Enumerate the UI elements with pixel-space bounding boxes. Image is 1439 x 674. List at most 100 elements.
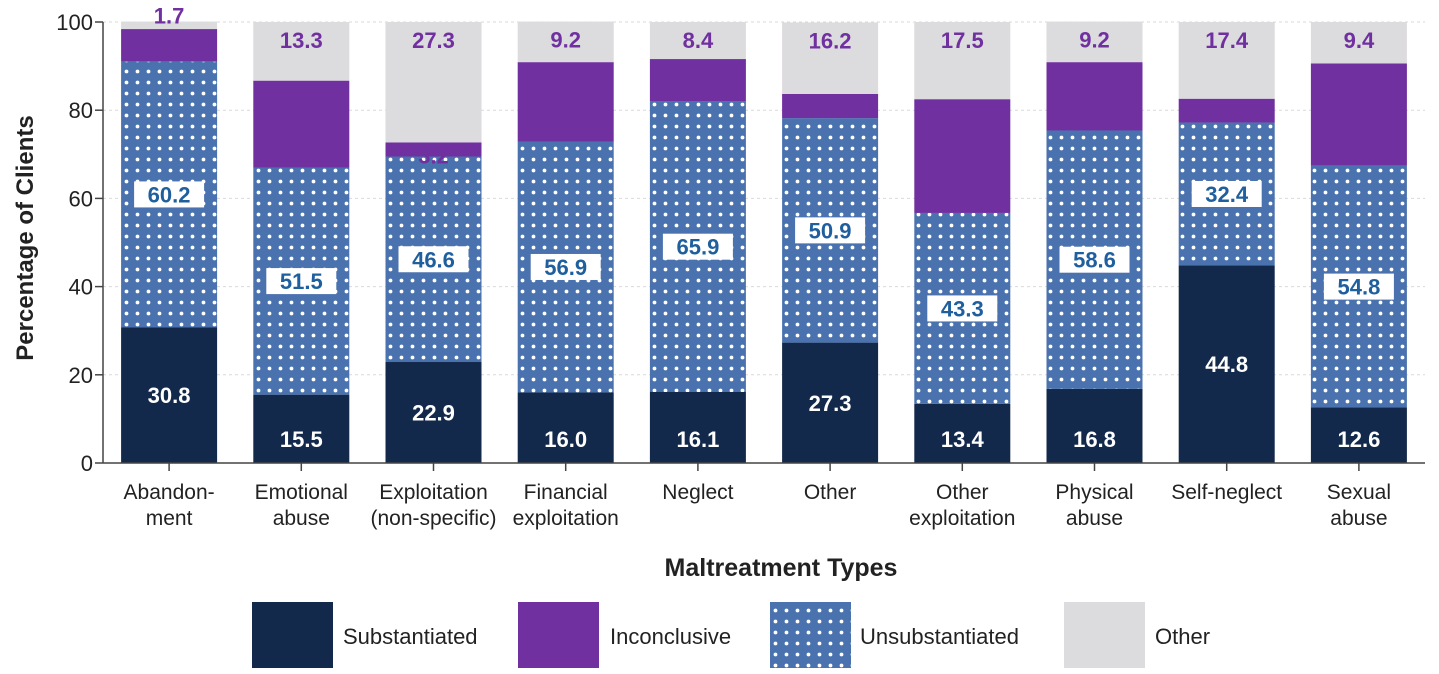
data-label-box — [134, 181, 205, 208]
bar-segment-substantiated — [1178, 265, 1275, 463]
x-axis-title: Maltreatment Types — [665, 554, 898, 582]
data-label-box — [266, 268, 337, 295]
bar-segment-other — [517, 21, 614, 63]
data-label-unsubstantiated: 46.6 — [412, 247, 455, 272]
bar-segment-other — [1310, 22, 1407, 64]
data-label-box — [1059, 246, 1130, 273]
bar-segment-inconclusive — [1046, 62, 1143, 131]
bar-segment-substantiated — [649, 391, 746, 463]
data-label-box — [1191, 180, 1262, 207]
data-label-other: 27.3 — [412, 28, 455, 53]
data-label-substantiated: 22.9 — [412, 401, 455, 426]
legend-label-substantiated: Substantiated — [343, 624, 478, 649]
y-axis-title: Percentage of Clients — [12, 115, 39, 360]
legend: Substantiated Inconclusive Unsubstantiated… — [252, 602, 1210, 668]
bar-segment-inconclusive — [1310, 63, 1407, 166]
legend-swatch-unsubstantiated — [770, 602, 851, 668]
axes: 0 20 40 60 80 100 Abandon-ment Emotional abuse Ex… — [56, 10, 1425, 530]
data-label-box — [530, 253, 601, 280]
data-label-other: 8.4 — [683, 28, 714, 53]
x-tick-label: Emotional abuse — [255, 481, 348, 530]
bar-segment-substantiated — [121, 327, 218, 463]
bar-segment-substantiated — [385, 362, 482, 463]
x-tick-label: Exploitation (non-specific) — [370, 481, 496, 530]
data-label-inconclusive: 3.2 — [418, 143, 449, 168]
data-label-substantiated: 27.3 — [809, 391, 852, 416]
data-label-box — [662, 233, 733, 260]
x-tick-label: Neglect — [662, 481, 733, 504]
data-label-inconclusive: 7.4 — [154, 33, 185, 58]
data-label-other: 9.2 — [550, 28, 581, 53]
data-label-unsubstantiated: 54.8 — [1337, 275, 1380, 300]
data-label-substantiated: 13.4 — [941, 427, 985, 452]
x-tick-label: Other — [804, 481, 857, 504]
data-label-box — [1323, 273, 1394, 300]
data-label-other: 9.2 — [1079, 28, 1110, 53]
data-label-substantiated: 15.5 — [280, 427, 323, 452]
data-label-box — [795, 217, 866, 244]
bar-segment-inconclusive — [649, 59, 746, 102]
legend-swatch-other — [1064, 602, 1145, 668]
bar-segment-other — [253, 22, 350, 81]
data-label-inconclusive: 5.5 — [815, 94, 846, 119]
bar-segment-substantiated — [253, 394, 350, 463]
x-tick-label: Physical abuse — [1055, 481, 1133, 530]
data-label-inconclusive: 23.2 — [1337, 103, 1380, 128]
data-label-substantiated: 44.8 — [1205, 352, 1248, 377]
bar-segment-other — [1178, 22, 1275, 99]
gridlines — [103, 21, 1425, 376]
legend-label-other: Other — [1155, 624, 1210, 649]
data-label-unsubstantiated: 51.5 — [280, 269, 323, 294]
bar-segment-inconclusive — [1178, 98, 1275, 123]
legend-label-inconclusive: Inconclusive — [610, 624, 731, 649]
legend-swatch-substantiated — [252, 602, 333, 668]
bar-segment-inconclusive — [517, 62, 614, 142]
data-label-other: 9.4 — [1344, 28, 1375, 53]
data-label-unsubstantiated: 56.9 — [544, 255, 587, 280]
bar-segment-substantiated — [1046, 388, 1143, 463]
bar-segment-substantiated — [782, 342, 879, 463]
bar-segment-substantiated — [914, 403, 1011, 463]
bar-segment-inconclusive — [121, 29, 218, 62]
data-label-substantiated: 12.6 — [1337, 427, 1380, 452]
bar-segment-other — [914, 22, 1011, 100]
data-labels: 30.8 60.2 7.4 1.7 15.5 51.5 19.7 13.3 22.9 46.6 3.… — [134, 4, 1394, 452]
data-label-unsubstantiated: 60.2 — [148, 182, 191, 207]
data-label-other: 13.3 — [280, 28, 323, 53]
x-tick-label: Financial exploitation — [513, 481, 619, 530]
x-tick-label: Sexual abuse — [1327, 481, 1391, 530]
bar-segment-other — [1046, 21, 1143, 63]
y-tick-label: 100 — [56, 10, 93, 35]
bar-segment-other — [782, 22, 879, 94]
legend-swatch-inconclusive — [518, 602, 599, 668]
data-label-unsubstantiated: 65.9 — [676, 235, 719, 260]
bar-segment-other — [121, 21, 218, 30]
bar-segment-substantiated — [517, 392, 614, 463]
data-label-unsubstantiated: 58.6 — [1073, 248, 1116, 273]
x-tick-label: Other exploitation — [909, 481, 1015, 530]
x-tick-label: Self-neglect — [1171, 481, 1282, 504]
bar-segment-inconclusive — [914, 99, 1011, 213]
bar-segment-inconclusive — [253, 80, 350, 168]
y-tick-label: 40 — [69, 275, 93, 300]
data-label-substantiated: 16.1 — [676, 427, 719, 452]
data-label-unsubstantiated: 50.9 — [809, 218, 852, 243]
data-label-box — [398, 246, 469, 273]
data-label-other: 1.7 — [154, 4, 185, 29]
data-label-substantiated: 16.0 — [544, 427, 587, 452]
bar-segment-other — [649, 22, 746, 60]
data-label-substantiated: 30.8 — [148, 383, 191, 408]
data-label-inconclusive: 18.0 — [544, 90, 587, 115]
bars — [121, 21, 1407, 463]
y-tick-label: 20 — [69, 363, 93, 388]
bar-segment-substantiated — [1310, 407, 1407, 463]
data-label-substantiated: 16.8 — [1073, 427, 1116, 452]
data-label-unsubstantiated: 32.4 — [1205, 182, 1249, 207]
data-label-inconclusive: 5.4 — [1211, 99, 1242, 124]
data-label-inconclusive: 9.6 — [683, 68, 714, 93]
bar-segment-other — [385, 22, 482, 143]
bar-segment-inconclusive — [385, 142, 482, 157]
bar-segment-inconclusive — [782, 93, 879, 119]
